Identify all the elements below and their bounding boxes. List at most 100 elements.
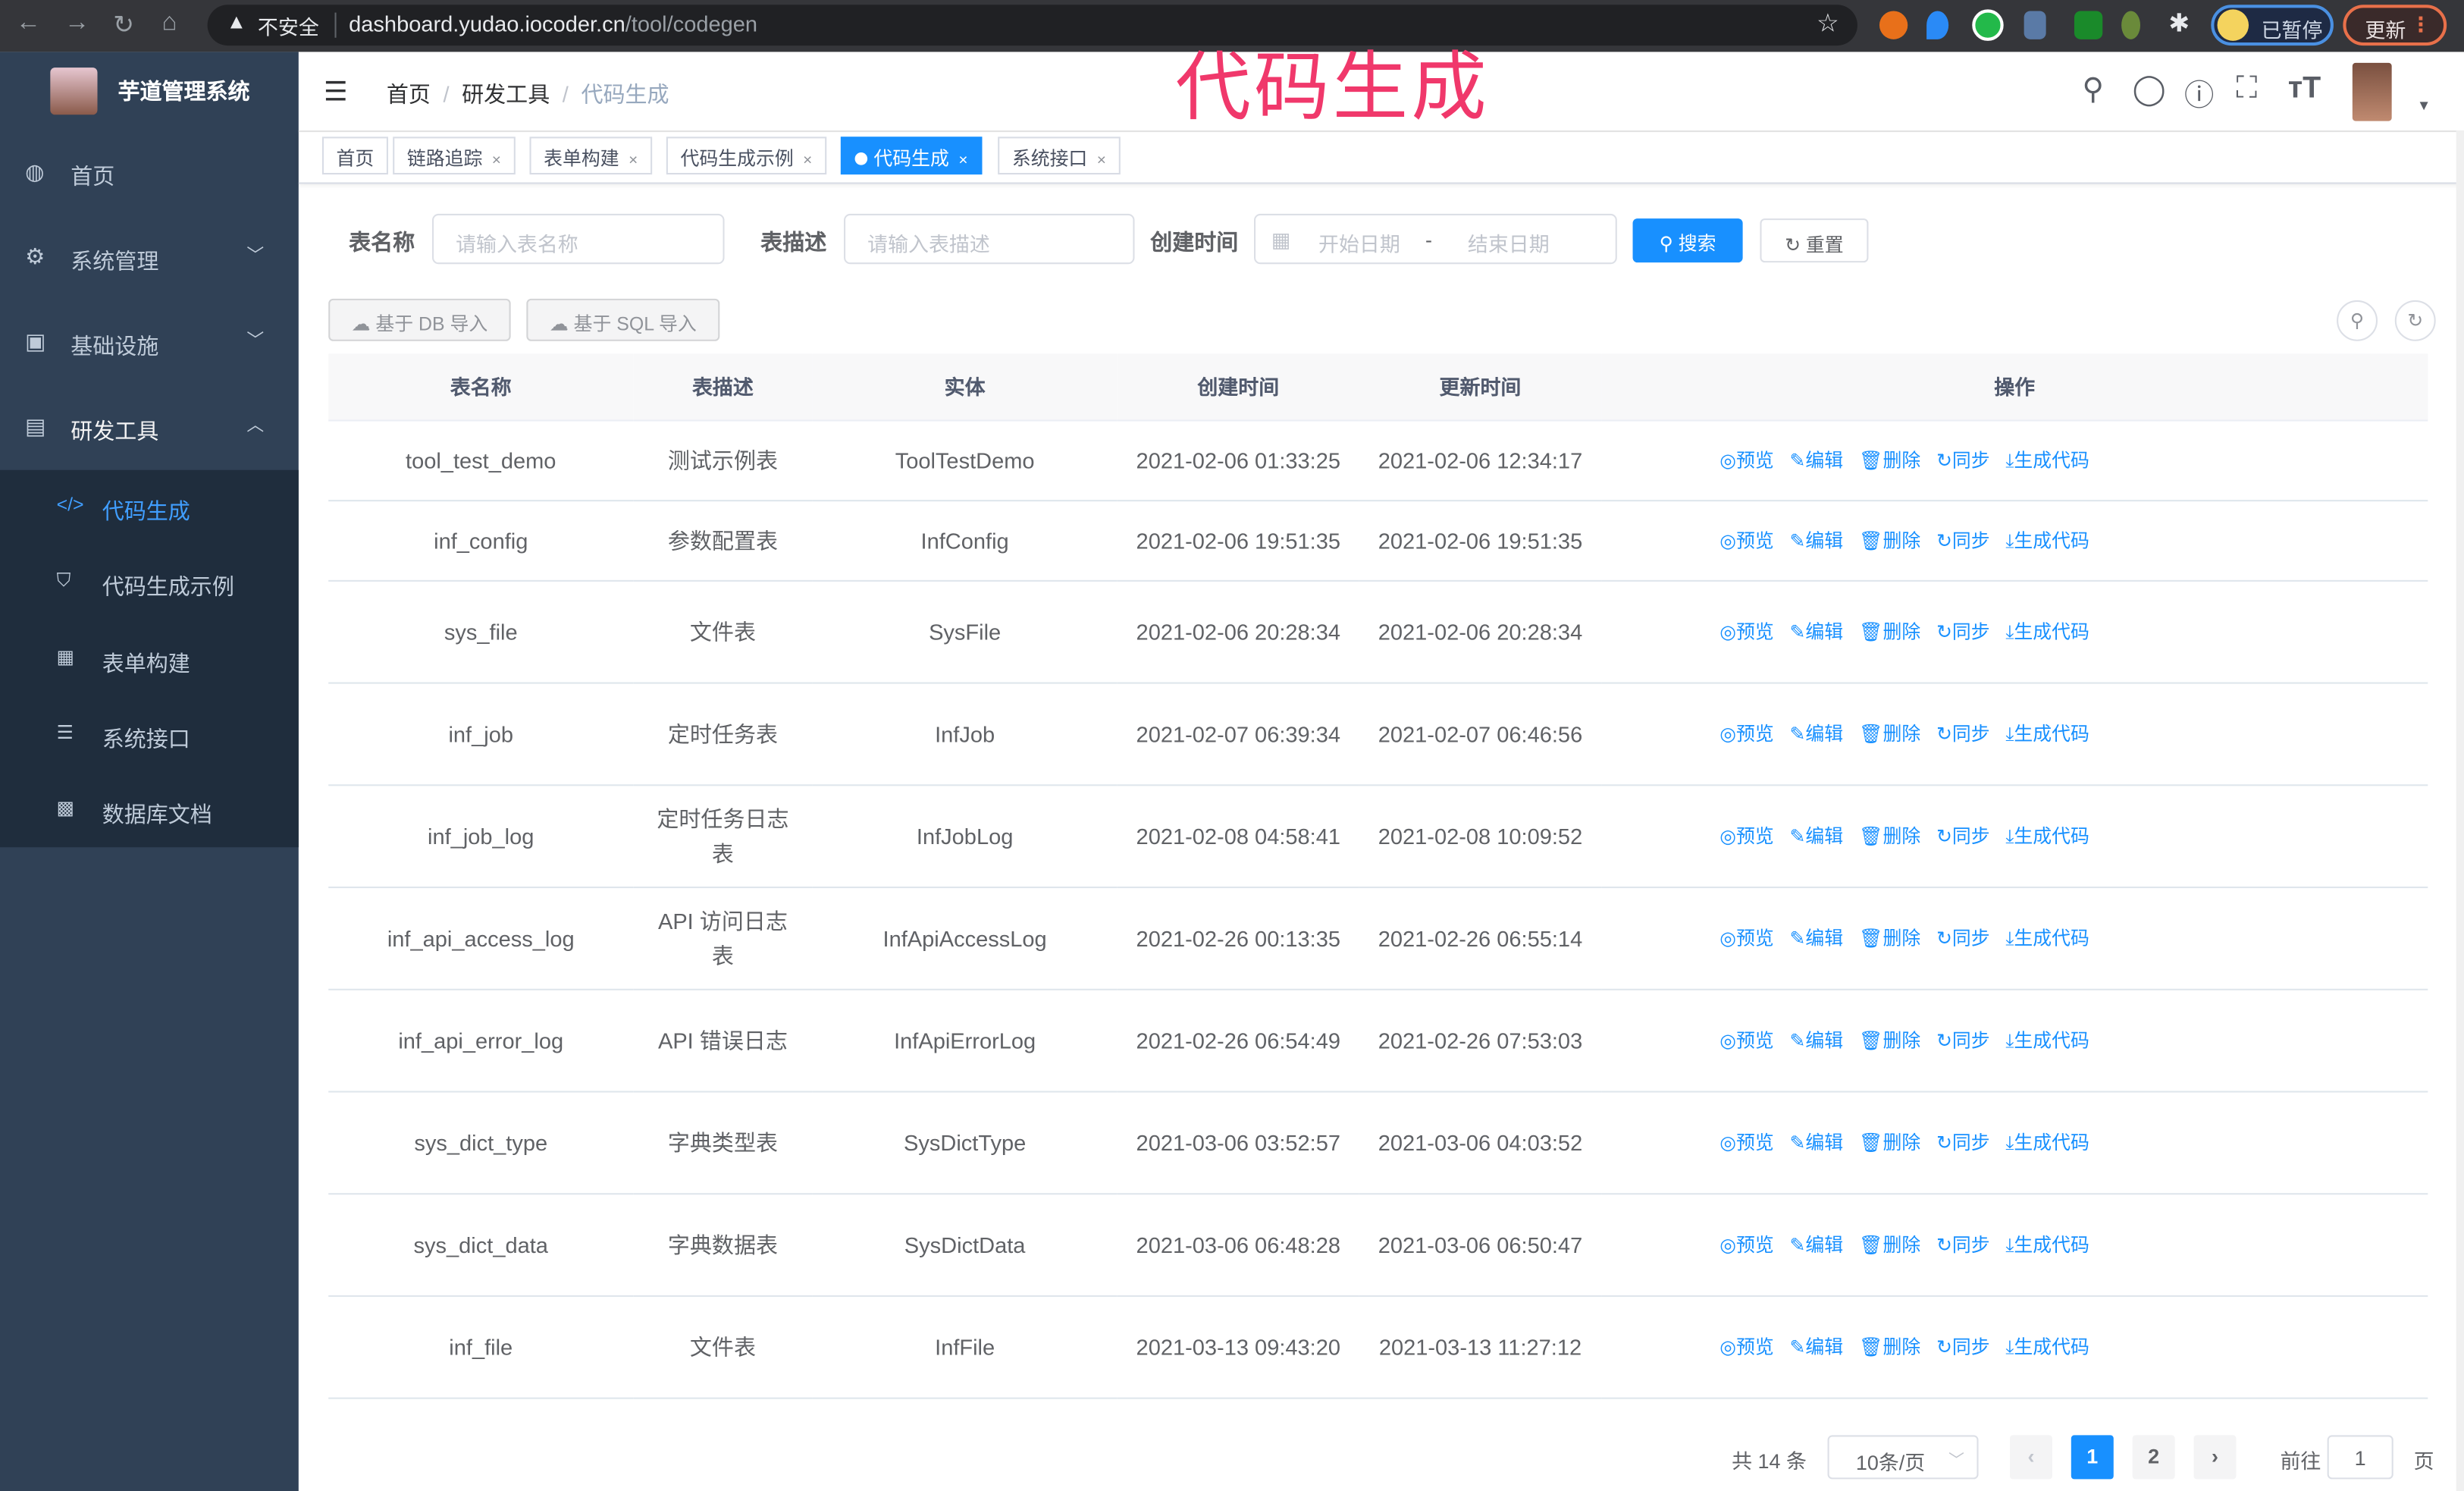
sidebar-item-db-doc[interactable]: ▩ 数据库文档 (0, 774, 299, 849)
sidebar-item-codegen[interactable]: </> 代码生成 (0, 470, 299, 545)
sync-button[interactable]: ↻同步 (1936, 1030, 1990, 1052)
extension-icon[interactable] (1972, 9, 2004, 41)
delete-button[interactable]: 🗑删除 (1859, 621, 1920, 643)
preview-button[interactable]: ◎预览 (1719, 1132, 1774, 1154)
extension-icon[interactable] (1926, 11, 1949, 39)
preview-button[interactable]: ◎预览 (1719, 825, 1774, 847)
fullscreen-icon[interactable]: ⛶ (2236, 72, 2258, 105)
sync-button[interactable]: ↻同步 (1936, 928, 1990, 950)
scrollbar[interactable] (2456, 130, 2464, 1491)
sidebar-item-codegen-demo[interactable]: ⛉ 代码生成示例 (0, 545, 299, 620)
prev-page-button[interactable]: ‹ (2009, 1435, 2052, 1480)
sync-button[interactable]: ↻同步 (1936, 1234, 1990, 1256)
start-date-input[interactable]: 开始日期 (1318, 232, 1400, 256)
insecure-label[interactable]: 不安全 (257, 15, 319, 39)
caret-down-icon[interactable]: ▼ (2416, 97, 2431, 114)
tab-codegen-demo[interactable]: 代码生成示例 × (666, 137, 826, 175)
profile-paused-button[interactable]: 已暂停 (2211, 5, 2334, 46)
github-icon[interactable]: ◯ (2132, 74, 2166, 107)
update-button[interactable]: 更新 ⋮ (2343, 5, 2447, 46)
hamburger-icon[interactable]: ☰ (323, 77, 348, 107)
sync-button[interactable]: ↻同步 (1936, 825, 1990, 847)
reload-icon[interactable]: ↻ (113, 12, 135, 39)
sidebar-item-home[interactable]: ◍ 首页 (0, 130, 299, 215)
sidebar-item-form-builder[interactable]: ▦ 表单构建 (0, 623, 299, 698)
edit-button[interactable]: ✎编辑 (1790, 450, 1844, 472)
font-size-icon[interactable]: тT (2287, 72, 2321, 105)
puzzle-icon[interactable]: ✱ (2168, 11, 2190, 38)
edit-button[interactable]: ✎编辑 (1790, 723, 1844, 745)
delete-button[interactable]: 🗑删除 (1859, 825, 1920, 847)
breadcrumb-home[interactable]: 首页 (386, 81, 431, 107)
delete-button[interactable]: 🗑删除 (1859, 1030, 1920, 1052)
delete-button[interactable]: 🗑删除 (1859, 723, 1920, 745)
generate-button[interactable]: ⤓生成代码 (2005, 723, 2089, 745)
generate-button[interactable]: ⤓生成代码 (2005, 450, 2089, 472)
extension-icon[interactable] (2121, 11, 2141, 39)
search-icon[interactable]: ⚲ (2082, 74, 2105, 107)
generate-button[interactable]: ⤓生成代码 (2005, 1132, 2089, 1154)
sync-button[interactable]: ↻同步 (1936, 1132, 1990, 1154)
sidebar-item-swagger[interactable]: ☰ 系统接口 (0, 698, 299, 773)
next-page-button[interactable]: › (2193, 1435, 2237, 1480)
address-bar[interactable] (207, 5, 1857, 46)
close-icon[interactable]: × (803, 152, 813, 170)
delete-button[interactable]: 🗑删除 (1859, 450, 1920, 472)
preview-button[interactable]: ◎预览 (1719, 1030, 1774, 1052)
table-name-input[interactable]: 请输入表名称 (431, 213, 725, 265)
edit-button[interactable]: ✎编辑 (1790, 1336, 1844, 1358)
preview-button[interactable]: ◎预览 (1719, 529, 1774, 551)
end-date-input[interactable]: 结束日期 (1467, 232, 1550, 256)
refresh-button[interactable]: ↻ (2394, 300, 2436, 341)
reset-button[interactable]: ↻ 重置 (1760, 218, 1869, 263)
preview-button[interactable]: ◎预览 (1719, 928, 1774, 950)
tab-home[interactable]: 首页 (321, 137, 388, 175)
table-desc-input[interactable]: 请输入表描述 (844, 213, 1135, 265)
back-icon[interactable]: ← (15, 9, 41, 36)
extension-icon[interactable] (2074, 11, 2103, 39)
edit-button[interactable]: ✎编辑 (1790, 825, 1844, 847)
bookmark-star-icon[interactable]: ☆ (1817, 11, 1839, 38)
help-icon[interactable]: ⓘ (2184, 80, 2215, 114)
edit-button[interactable]: ✎编辑 (1790, 621, 1844, 643)
sync-button[interactable]: ↻同步 (1936, 723, 1990, 745)
sidebar-item-devtools[interactable]: ▤ 研发工具 ︿ (0, 385, 299, 470)
sync-button[interactable]: ↻同步 (1936, 450, 1990, 472)
tab-form-builder[interactable]: 表单构建 × (529, 137, 652, 175)
page-size-select[interactable]: 10条/页 ﹀ (1827, 1435, 1979, 1480)
close-icon[interactable]: × (958, 152, 968, 170)
delete-button[interactable]: 🗑删除 (1859, 1336, 1920, 1358)
delete-button[interactable]: 🗑删除 (1859, 529, 1920, 551)
toggle-search-button[interactable]: ⚲ (2337, 300, 2378, 341)
import-sql-button[interactable]: ☁ 基于 SQL 导入 (526, 298, 720, 341)
generate-button[interactable]: ⤓生成代码 (2005, 825, 2089, 847)
delete-button[interactable]: 🗑删除 (1859, 928, 1920, 950)
edit-button[interactable]: ✎编辑 (1790, 529, 1844, 551)
sidebar-item-infra[interactable]: ▣ 基础设施 ﹀ (0, 300, 299, 385)
edit-button[interactable]: ✎编辑 (1790, 1132, 1844, 1154)
generate-button[interactable]: ⤓生成代码 (2005, 928, 2089, 950)
sidebar-item-system[interactable]: ⚙ 系统管理 ﹀ (0, 215, 299, 300)
avatar[interactable] (2352, 62, 2392, 121)
close-icon[interactable]: × (1096, 152, 1106, 170)
preview-button[interactable]: ◎预览 (1719, 1336, 1774, 1358)
breadcrumb-devtools[interactable]: 研发工具 (462, 81, 550, 107)
page-1-button[interactable]: 1 (2071, 1435, 2114, 1480)
tab-trace[interactable]: 链路追踪 × (393, 137, 516, 175)
generate-button[interactable]: ⤓生成代码 (2005, 1234, 2089, 1256)
generate-button[interactable]: ⤓生成代码 (2005, 529, 2089, 551)
preview-button[interactable]: ◎预览 (1719, 621, 1774, 643)
extension-icon[interactable] (2024, 11, 2046, 39)
generate-button[interactable]: ⤓生成代码 (2005, 1030, 2089, 1052)
edit-button[interactable]: ✎编辑 (1790, 1030, 1844, 1052)
close-icon[interactable]: × (629, 152, 638, 170)
goto-page-input[interactable]: 1 (2327, 1435, 2393, 1480)
preview-button[interactable]: ◎预览 (1719, 723, 1774, 745)
delete-button[interactable]: 🗑删除 (1859, 1234, 1920, 1256)
url-text[interactable]: dashboard.yudao.iocoder.cn/tool/codegen (349, 11, 757, 36)
date-range-picker[interactable]: ▦ 开始日期 - 结束日期 (1254, 213, 1617, 265)
close-icon[interactable]: × (491, 152, 501, 170)
tab-codegen[interactable]: 代码生成 × (840, 137, 983, 175)
delete-button[interactable]: 🗑删除 (1859, 1132, 1920, 1154)
sync-button[interactable]: ↻同步 (1936, 529, 1990, 551)
